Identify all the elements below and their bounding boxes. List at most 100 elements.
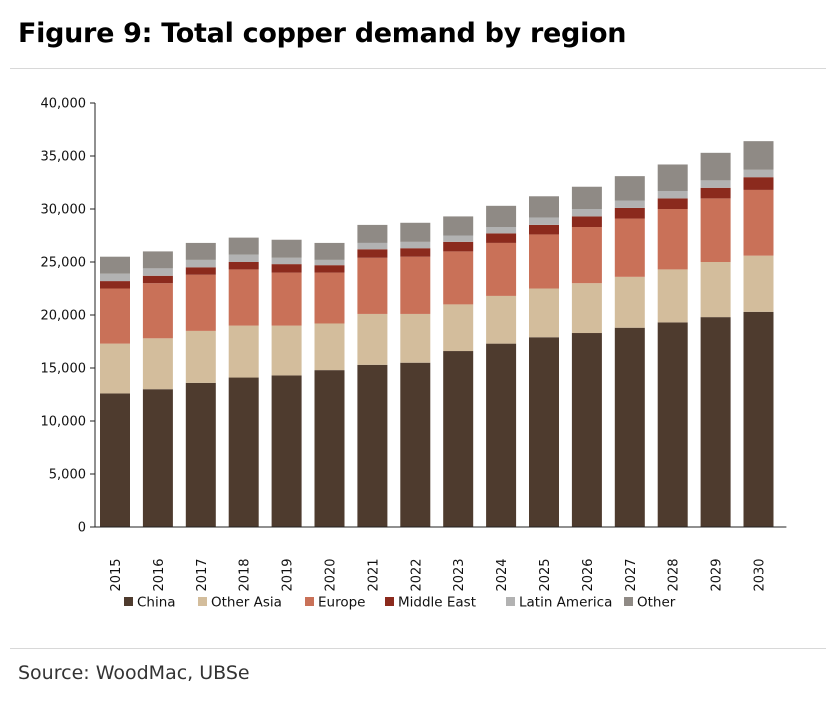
x-tick-label: 2030 [753,558,768,591]
legend-label: Latin America [519,595,612,611]
bar-segment-china [529,337,559,527]
legend-swatch [305,597,314,606]
y-tick-label: 35,000 [41,150,87,165]
legend-item-latin-america: Latin America [506,595,612,611]
bar-segment-other-asia [142,338,173,390]
bar-segment-latin-america [657,190,688,199]
bar-segment-other [142,251,173,269]
bar-segment-other [314,242,345,260]
bar-segment-latin-america [529,217,559,225]
y-tick-label: 15,000 [41,362,87,377]
bar-segment-other-asia [529,288,559,338]
bar-segment-middle-east [100,281,130,289]
bar-segment-other [743,141,774,170]
bar-segment-europe [100,288,130,344]
bar-segment-middle-east [228,262,259,270]
bar-segment-latin-america [357,242,388,250]
bar-segment-europe [614,218,645,277]
x-tick-label: 2015 [109,558,124,591]
bar-segment-other-asia [271,325,302,376]
bar-segment-china [185,382,216,527]
bar-segment-other [357,224,388,243]
x-tick-label: 2022 [409,558,424,591]
bar-segment-other [185,242,216,260]
bar-segment-other [700,152,731,181]
y-tick-label: 10,000 [41,415,87,430]
bar-segment-china [657,322,688,527]
bar-segment-latin-america [614,200,645,208]
bar-segment-latin-america [700,180,731,188]
bar-segment-middle-east [357,249,388,258]
bar-segment-europe [228,269,259,326]
x-tick-label: 2021 [366,558,381,591]
bar-segment-other-asia [314,323,345,371]
bar-segment-latin-america [228,254,259,262]
bar-segment-china [743,311,774,527]
bar-segment-other-asia [100,343,130,394]
legend-swatch [198,597,207,606]
bar-segment-latin-america [571,209,602,217]
bar-segment-china [614,327,645,527]
bar-segment-other [100,256,130,274]
bar-segment-latin-america [185,259,216,268]
x-tick-label: 2025 [538,558,553,591]
legend-label: Other Asia [211,595,282,611]
title-divider [10,68,826,69]
source-divider [10,648,826,649]
bar-segment-middle-east [314,265,345,273]
legend-swatch [385,597,394,606]
stacked-bar-chart: 0 5,000 10,000 15,000 20,000 25,000 30,000 35,0… [41,97,787,611]
x-tick-label: 2027 [624,558,639,591]
bar-segment-latin-america [271,257,302,265]
bar-segment-middle-east [486,233,517,243]
bar-segment-latin-america [743,169,774,178]
bar-segment-latin-america [443,235,474,242]
bar-segment-middle-east [614,207,645,219]
x-tick-label: 2019 [281,558,296,591]
bar-stack-2016 [142,251,173,527]
legend: China Other Asia Europe Middle East Latin Am… [124,595,676,611]
bar-segment-other-asia [571,283,602,334]
bar-segment-china [400,362,431,527]
bar-stack-2015 [100,256,130,527]
bar-segment-latin-america [486,227,517,234]
bar-segment-china [357,364,388,527]
legend-item-europe: Europe [305,595,365,611]
source-note: Source: WoodMac, UBSe [18,662,250,684]
bar-segment-latin-america [314,259,345,266]
bar-segment-other [228,237,259,255]
bar-segment-other [529,196,559,218]
x-tick-label: 2018 [238,558,253,591]
bar-segment-europe [657,209,688,270]
bar-segment-china [314,370,345,527]
x-tick-label: 2017 [195,558,210,591]
y-tick-label: 20,000 [41,309,87,324]
bar-segment-middle-east [142,275,173,284]
bar-stack-2020 [314,242,345,527]
bar-segment-middle-east [400,248,431,257]
bar-segment-europe [271,272,302,326]
bar-segment-europe [185,274,216,331]
bar-segment-other-asia [357,313,388,365]
bar-segment-china [443,351,474,527]
bar-stack-2025 [529,196,559,527]
bar-segment-middle-east [185,267,216,275]
bar-segment-middle-east [657,198,688,209]
y-tick-label: 40,000 [41,97,87,112]
bar-segment-other-asia [614,276,645,328]
bar-stack-2017 [185,242,216,527]
bar-stack-2026 [571,186,602,527]
x-tick-label: 2020 [324,558,339,591]
bar-segment-middle-east [700,187,731,199]
figure-title: Figure 9: Total copper demand by region [18,18,627,49]
bar-segment-other-asia [185,330,216,383]
bar-segment-other-asia [400,313,431,363]
bar-segment-other-asia [443,304,474,352]
legend-swatch [506,597,515,606]
legend-item-other-asia: Other Asia [198,595,282,611]
bar-segment-china [271,375,302,527]
bar-segment-china [571,333,602,527]
bar-stack-2019 [271,239,302,527]
bar-segment-europe [357,257,388,314]
bar-stack-2018 [228,237,259,527]
